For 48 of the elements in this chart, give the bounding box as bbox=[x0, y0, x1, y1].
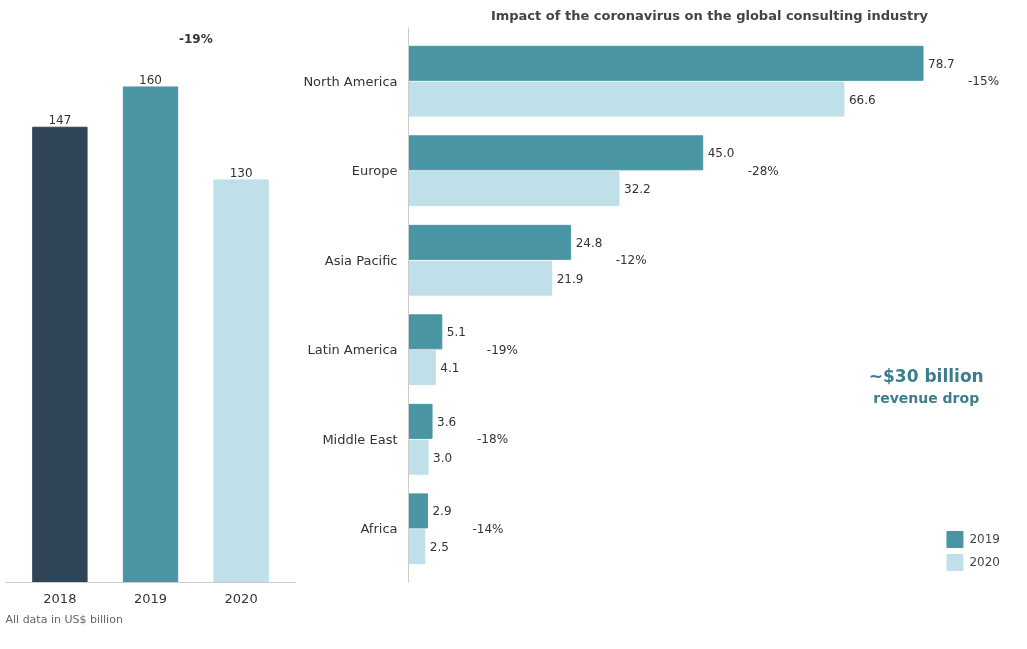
legend-label: 2019 bbox=[969, 532, 1000, 546]
annotation: ~$30 billion revenue drop bbox=[868, 365, 984, 406]
data-label: 130 bbox=[229, 165, 253, 180]
text: -15% bbox=[968, 74, 1000, 89]
bar bbox=[408, 135, 704, 171]
annotation: -28% bbox=[747, 163, 779, 178]
data-label: 32.2 bbox=[624, 182, 651, 197]
y-tick-label: Africa bbox=[360, 521, 398, 537]
bar bbox=[408, 529, 426, 565]
bar bbox=[408, 439, 429, 475]
y-tick-label: Europe bbox=[351, 163, 398, 179]
annotation: -19% bbox=[486, 342, 518, 357]
data-label: 3.0 bbox=[433, 450, 453, 465]
x-tick-label: 2020 bbox=[224, 590, 258, 606]
bar bbox=[408, 493, 428, 529]
data-label: 45.0 bbox=[707, 146, 735, 161]
data-label: 147 bbox=[48, 113, 72, 128]
data-label: 24.8 bbox=[575, 235, 603, 250]
data-label: 160 bbox=[139, 72, 162, 87]
bar bbox=[408, 45, 924, 81]
data-label: 2.9 bbox=[432, 504, 452, 519]
y-tick-label: North America bbox=[303, 73, 398, 89]
bar bbox=[408, 260, 553, 296]
y-tick-label: Middle East bbox=[322, 431, 398, 447]
data-label: 66.6 bbox=[848, 92, 876, 107]
data-label: 4.1 bbox=[440, 361, 460, 376]
bar bbox=[408, 314, 443, 350]
data-label: 2.5 bbox=[429, 540, 449, 555]
annotation: -18% bbox=[477, 432, 509, 447]
y-tick-label: Latin America bbox=[307, 342, 398, 358]
data-label: 5.1 bbox=[446, 325, 466, 340]
annotation: -14% bbox=[472, 521, 504, 536]
annotation: -12% bbox=[615, 253, 647, 268]
data-label: 21.9 bbox=[556, 271, 584, 286]
bar bbox=[408, 403, 433, 439]
chart-title: Impact of the coronavirus on the global consulting industry bbox=[490, 7, 929, 23]
bar bbox=[408, 350, 436, 386]
bar bbox=[408, 224, 572, 260]
data-label: 78.7 bbox=[928, 56, 955, 71]
x-tick-label: 2018 bbox=[43, 590, 77, 606]
data-label: 3.6 bbox=[437, 414, 457, 429]
y-tick-label: Asia Pacific bbox=[324, 252, 398, 268]
text: All data in US$ billion bbox=[5, 612, 123, 626]
text: -19% bbox=[178, 31, 213, 46]
bar bbox=[408, 171, 620, 207]
x-tick-label: 2019 bbox=[133, 590, 168, 606]
legend-label: 2020 bbox=[969, 555, 1000, 569]
bar bbox=[408, 81, 845, 117]
